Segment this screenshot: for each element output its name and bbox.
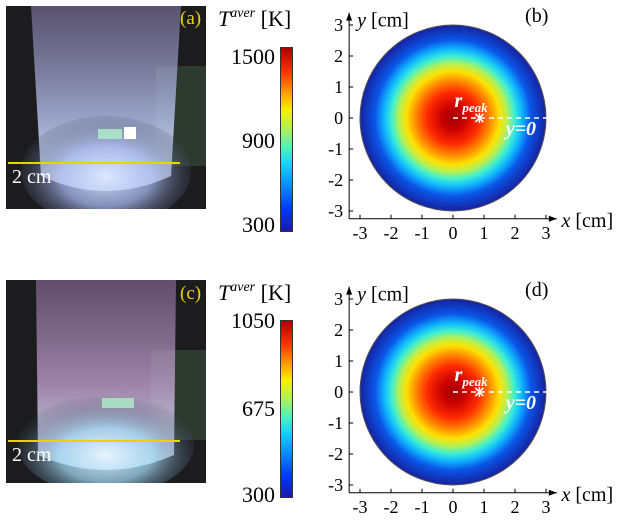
colorbar-title-c: Taver [K] <box>218 280 292 305</box>
colorbar-tick-a-min: 300 <box>242 212 275 237</box>
panel-tag-a: (a) <box>180 8 202 29</box>
x-axis-label: x [cm] <box>561 484 614 506</box>
y-tick-label: 2 <box>334 320 343 340</box>
y-tick-label: 2 <box>334 46 343 66</box>
y-tick-label: 0 <box>334 108 343 128</box>
panel-tag-c: (c) <box>180 283 202 304</box>
scale-label-a: 2 cm <box>12 166 52 188</box>
scale-line-a <box>8 162 180 164</box>
peak-marker <box>474 113 484 123</box>
x-tick-label: -1 <box>415 497 430 517</box>
y0-label: y=0 <box>504 392 536 414</box>
y-tick-label: -3 <box>328 201 343 221</box>
x-tick-label: 1 <box>480 223 489 243</box>
y-tick-label: -3 <box>328 475 343 495</box>
plot-d: -3 -2 -1 0 1 2 3 3 2 1 0 -1 -2 -3 x [cm] y [cm] (d) rpeak… <box>328 279 618 517</box>
x-axis-label: x [cm] <box>561 210 614 232</box>
colorbar-c <box>280 320 293 498</box>
plot-b: -3 -2 -1 0 1 2 3 3 2 1 0 -1 -2 -3 x [cm] y [cm] (b) rpeak… <box>328 5 618 243</box>
scale-line-c <box>8 440 180 442</box>
colorbar-title-a: Taver [K] <box>218 6 292 31</box>
colorbar-tick-c-min: 300 <box>242 482 275 507</box>
y-tick-label: 3 <box>334 289 343 309</box>
y-tick-label: -2 <box>328 444 343 464</box>
x-tick-label: 2 <box>511 223 520 243</box>
y-tick-label: -2 <box>328 170 343 190</box>
x-axis-arrow <box>548 215 557 222</box>
x-tick-label: 0 <box>449 223 458 243</box>
y0-label: y=0 <box>504 118 536 140</box>
x-tick-label: 3 <box>542 223 551 243</box>
panel-tag-b: (b) <box>525 5 548 27</box>
x-tick-label: 1 <box>480 497 489 517</box>
scale-label-c: 2 cm <box>12 444 52 466</box>
y-axis-arrow <box>346 286 353 295</box>
colorbar-tick-c-mid: 675 <box>242 396 275 421</box>
x-tick-label: 3 <box>542 497 551 517</box>
y-axis-arrow <box>346 12 353 21</box>
r-peak-label: rpeak <box>455 364 489 389</box>
x-tick-label: 2 <box>511 497 520 517</box>
x-tick-label: -3 <box>353 497 368 517</box>
y-tick-label: 0 <box>334 382 343 402</box>
y-tick-label: -1 <box>328 413 343 433</box>
x-tick-label: -2 <box>384 223 399 243</box>
y-tick-label: 1 <box>334 77 343 97</box>
colorbar-tick-a-max: 1500 <box>231 44 275 69</box>
x-axis-arrow <box>548 489 557 496</box>
colorbar-tick-c-max: 1050 <box>231 308 275 333</box>
y-tick-label: 1 <box>334 351 343 371</box>
y-axis-label: y [cm] <box>355 284 409 306</box>
x-tick-label: 0 <box>449 497 458 517</box>
x-tick-label: -2 <box>384 497 399 517</box>
y-tick-label: -1 <box>328 139 343 159</box>
flame-photo-a <box>6 6 206 209</box>
x-tick-label: -1 <box>415 223 430 243</box>
flame-photo-c <box>6 280 206 483</box>
x-tick-label: -3 <box>353 223 368 243</box>
panel-tag-d: (d) <box>525 279 548 301</box>
y-axis-label: y [cm] <box>355 10 409 32</box>
colorbar-a <box>280 47 293 232</box>
r-peak-label: rpeak <box>455 90 489 115</box>
peak-marker <box>474 387 484 397</box>
colorbar-tick-a-mid: 900 <box>242 128 275 153</box>
y-tick-label: 3 <box>334 15 343 35</box>
